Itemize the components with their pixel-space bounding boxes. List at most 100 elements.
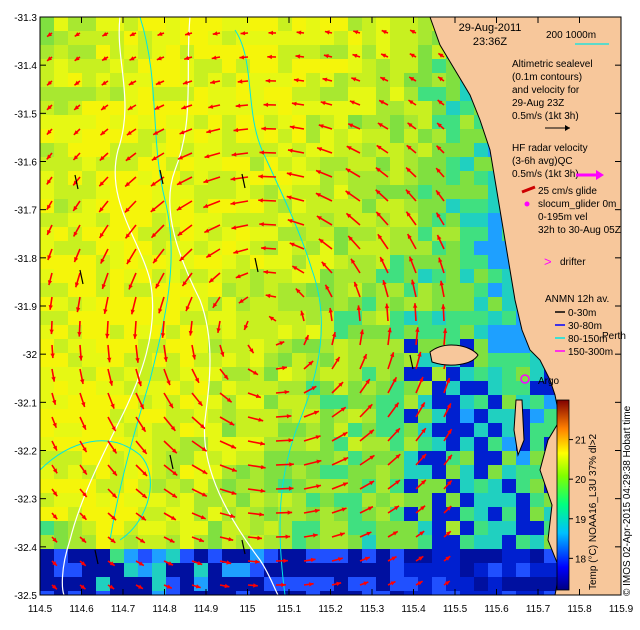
temperature-pixel [404, 521, 418, 535]
temperature-pixel [166, 185, 180, 199]
temperature-pixel [488, 339, 502, 353]
radar-vector-head [317, 147, 323, 152]
radar-vector-head [369, 429, 374, 435]
radar-vector-head [259, 512, 264, 517]
radar-vector-head [362, 354, 367, 360]
temperature-pixel [278, 339, 292, 353]
radar-vector-head [415, 327, 420, 332]
temperature-pixel [124, 353, 138, 367]
temperature-pixel [96, 241, 110, 255]
x-tick-label: 115.3 [360, 604, 385, 615]
temperature-pixel [40, 115, 54, 129]
temperature-pixel [96, 87, 110, 101]
temperature-pixel [418, 507, 432, 521]
radar-vector-head [155, 283, 160, 289]
temperature-pixel [418, 409, 432, 423]
temperature-pixel [432, 381, 446, 395]
temperature-pixel [222, 171, 236, 185]
temperature-pixel [264, 521, 278, 535]
temperature-pixel [446, 227, 460, 241]
temperature-pixel [82, 115, 96, 129]
temperature-pixel [236, 339, 250, 353]
temperature-pixel [110, 199, 124, 213]
temperature-pixel [334, 381, 348, 395]
radar-vector-head [157, 31, 163, 36]
temperature-pixel [292, 381, 306, 395]
temperature-pixel [82, 507, 96, 521]
temperature-pixel [474, 227, 488, 241]
temperature-pixel [68, 115, 82, 129]
temperature-pixel [418, 451, 432, 465]
temperature-pixel [82, 297, 96, 311]
temperature-pixel [138, 409, 152, 423]
radar-vector-head [354, 281, 358, 287]
temperature-pixel [278, 269, 292, 283]
temperature-pixel [474, 395, 488, 409]
temperature-pixel [376, 535, 390, 549]
radar-vector-head [345, 191, 351, 196]
temperature-pixel [278, 395, 292, 409]
temperature-pixel [376, 577, 390, 591]
radar-vector-head [292, 266, 298, 271]
temperature-pixel [516, 549, 530, 563]
temperature-pixel [348, 437, 362, 451]
temperature-pixel [320, 339, 334, 353]
temperature-pixel [40, 437, 54, 451]
temperature-pixel [96, 339, 110, 353]
temperature-pixel [418, 353, 432, 367]
temperature-pixel [404, 325, 418, 339]
temperature-pixel [110, 535, 124, 549]
glider-line-4: 32h to 30-Aug 05Z [538, 225, 621, 236]
radar-vector-head [438, 76, 443, 82]
radar-vector-head [223, 374, 229, 380]
temperature-pixel [68, 549, 82, 563]
temperature-pixel [138, 115, 152, 129]
sealevel-contour-2 [109, 17, 172, 541]
radar-vector-head [369, 481, 375, 486]
temperature-pixel [250, 87, 264, 101]
temperature-pixel [530, 451, 544, 465]
temperature-pixel [152, 45, 166, 59]
radar-vector-head [446, 506, 452, 511]
temperature-pixel [250, 157, 264, 171]
temperature-pixel [96, 283, 110, 297]
temperature-pixel [544, 591, 558, 595]
temperature-pixel [208, 325, 222, 339]
temperature-pixel [544, 577, 558, 591]
temperature-pixel [460, 507, 474, 521]
radar-vector-head [52, 445, 57, 451]
temperature-pixel [264, 535, 278, 549]
temperature-pixel [320, 451, 334, 465]
temperature-pixel [152, 143, 166, 157]
radar-vector-head [46, 154, 52, 160]
radar-vector-head [142, 449, 147, 454]
temperature-pixel [320, 283, 334, 297]
radar-vector-head [263, 102, 269, 107]
temperature-pixel [166, 269, 180, 283]
radar-vector-head [356, 305, 361, 311]
temperature-pixel [194, 325, 208, 339]
temperature-pixel [292, 535, 306, 549]
radar-vector-head [203, 203, 209, 208]
temperature-pixel [152, 549, 166, 563]
radar-vector-head [82, 469, 87, 475]
temperature-pixel [264, 17, 278, 31]
temperature-pixel [460, 115, 474, 129]
temperature-pixel [222, 227, 236, 241]
temperature-pixel [334, 227, 348, 241]
temperature-pixel [278, 311, 292, 325]
temperature-pixel [138, 87, 152, 101]
temperature-pixel [124, 311, 138, 325]
temperature-pixel [376, 17, 390, 31]
temperature-pixel [502, 535, 516, 549]
temperature-pixel [236, 241, 250, 255]
temperature-pixel [222, 115, 236, 129]
temperature-pixel [222, 241, 236, 255]
temperature-pixel [292, 451, 306, 465]
temperature-pixel [488, 563, 502, 577]
radar-vector-head [48, 305, 53, 310]
temperature-pixel [432, 423, 446, 437]
temperature-pixel [404, 199, 418, 213]
temperature-pixel [208, 535, 222, 549]
